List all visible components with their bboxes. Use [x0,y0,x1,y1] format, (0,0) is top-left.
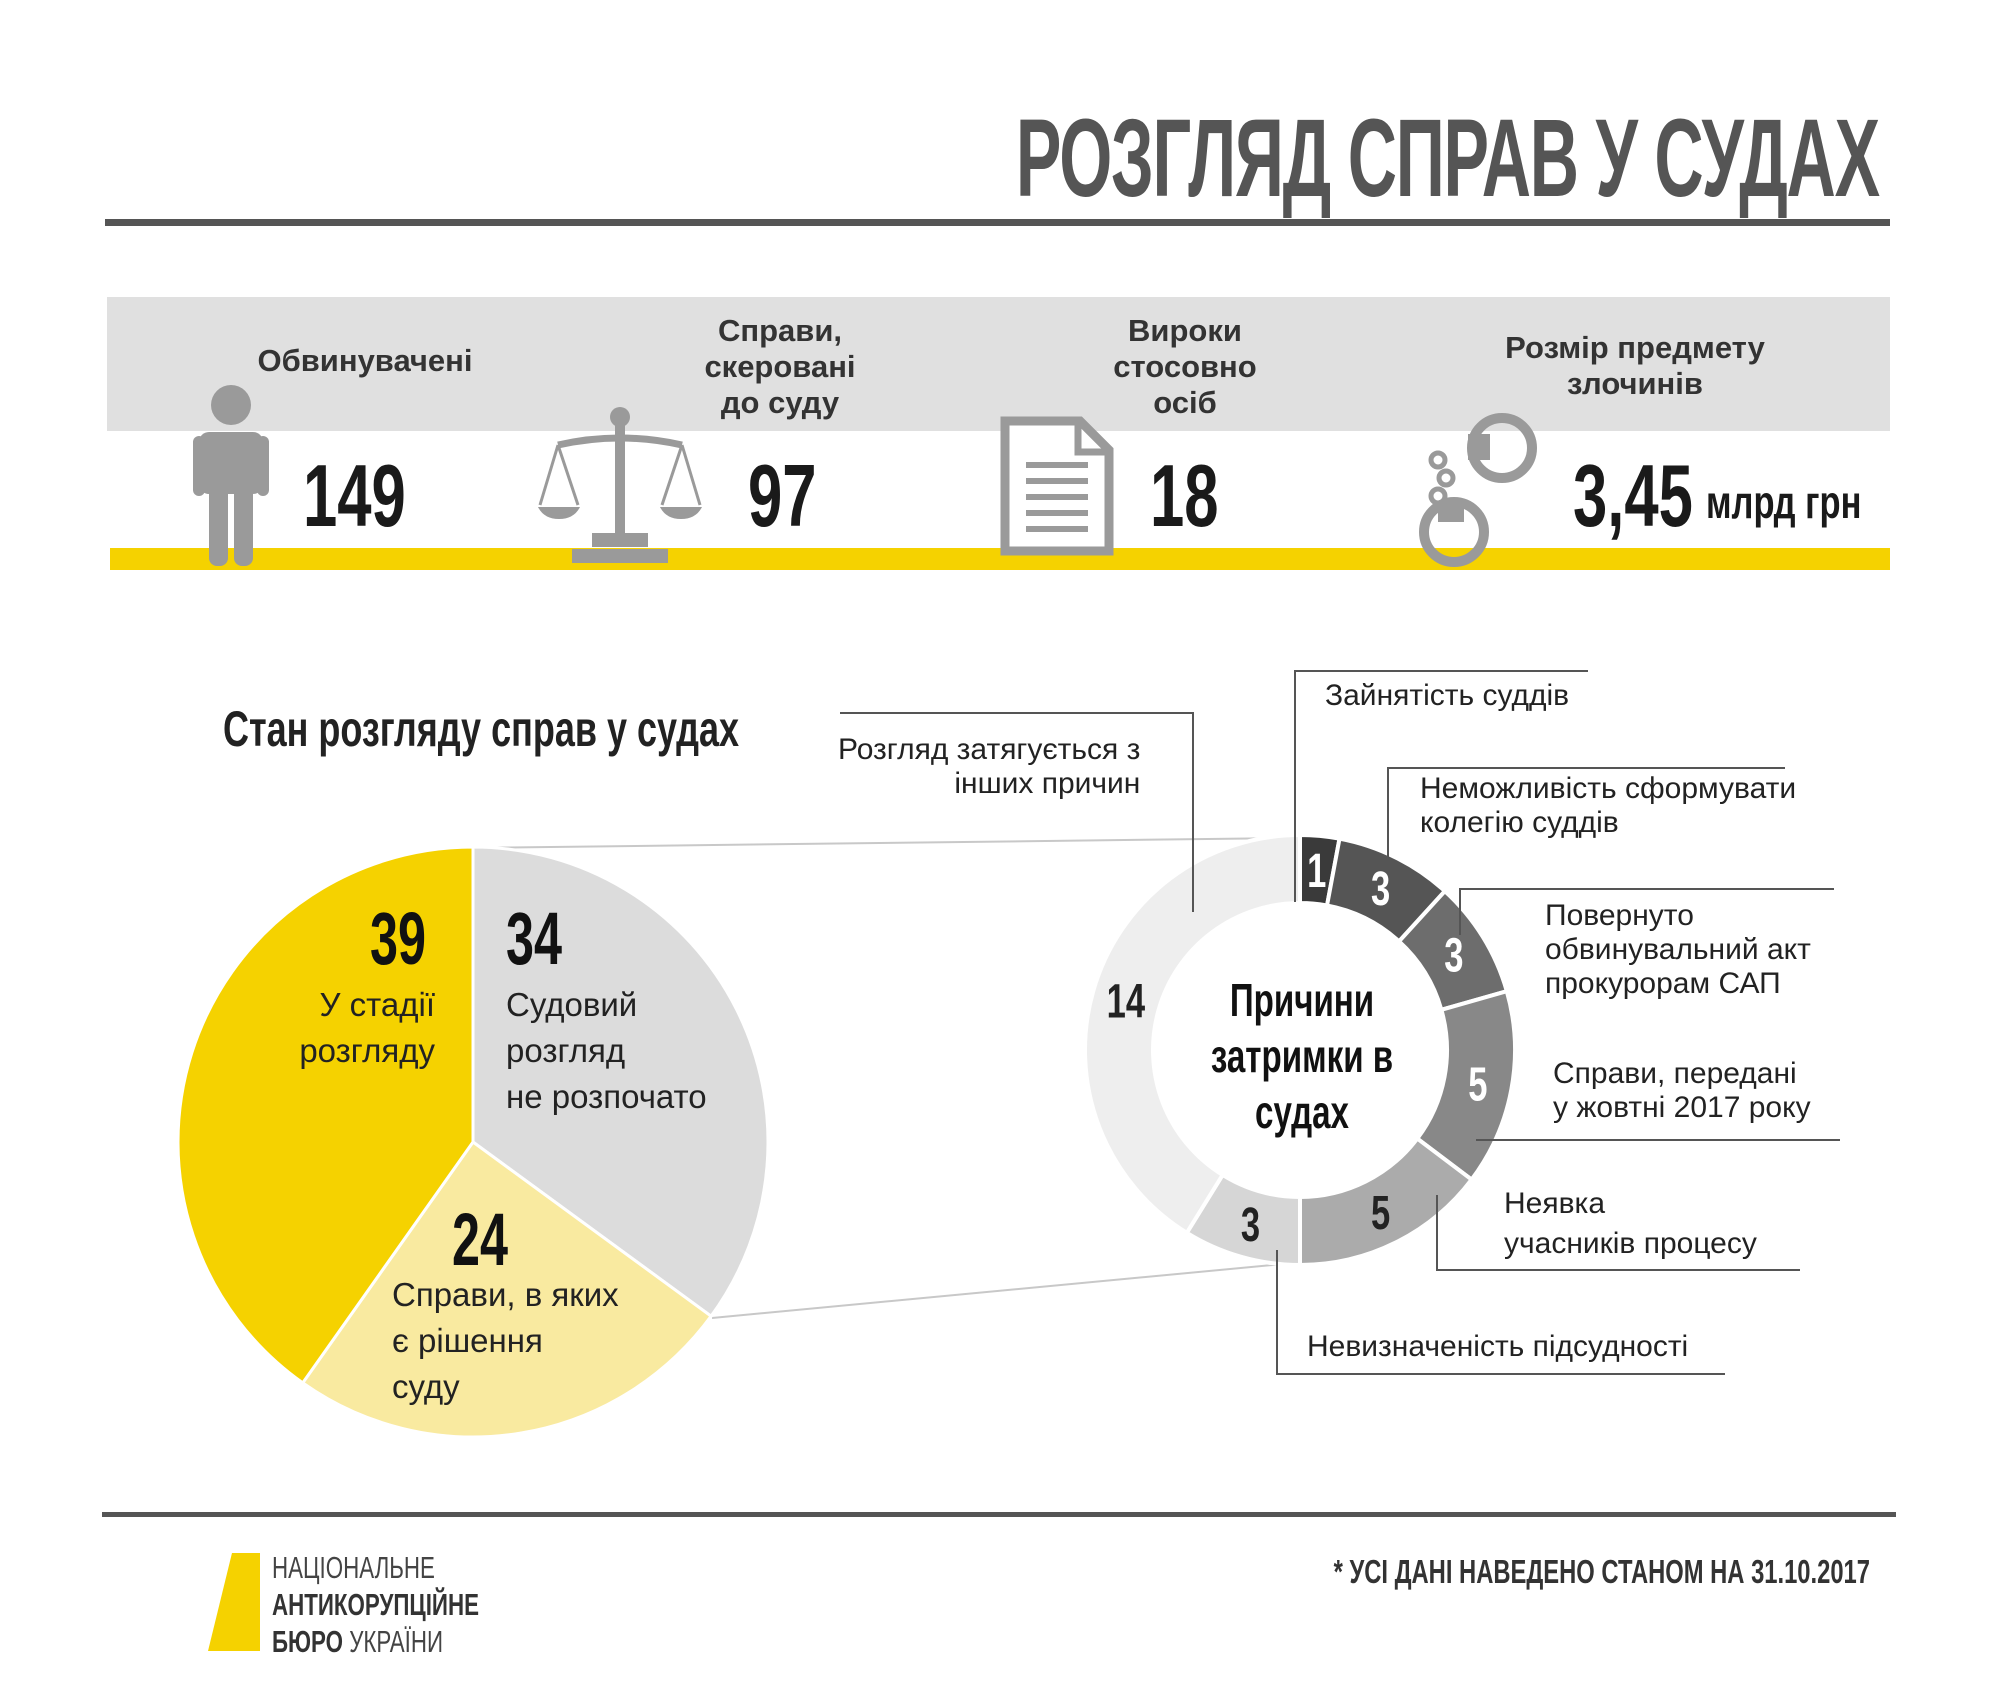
callout-no-show: Неявка учасників процесу [1504,1187,1757,1260]
connector-top [469,837,1289,849]
donut-value-6: 14 [1107,974,1146,1028]
document-icon [1000,416,1114,556]
donut-value-0: 1 [1307,843,1326,897]
scales-icon [538,407,702,563]
title-divider [105,219,1890,226]
person-icon [193,385,269,566]
stat-label-amount: Розмір предмету злочинів [1505,330,1765,401]
pie-slice-1 [471,845,770,1319]
pie-label-decided: Справи, в яких є рішення суду [392,1276,619,1405]
pie-value-decided: 24 [452,1198,508,1281]
donut-slice-6 [1082,832,1302,1236]
footer-divider [102,1512,1896,1517]
stat-label-accused: Обвинувачені [257,343,473,378]
data-date-footnote: * УСІ ДАНІ НАВЕДЕНО СТАНОМ НА 31.10.2017 [1333,1553,1870,1590]
donut-value-5: 3 [1241,1197,1260,1251]
pie-label-in-review: У стадії розгляду [299,986,435,1069]
nabu-logo-text: НАЦІОНАЛЬНЕ АНТИКОРУПЦІЙНЕ БЮРО УКРАЇНИ [272,1550,479,1659]
pie-value-in-review: 39 [370,897,426,980]
callout-transferred-oct: Справи, передані у жовтні 2017 року [1553,1057,1811,1124]
stat-unit-amount: млрд грн [1706,476,1862,528]
pie-slice-2 [300,1139,714,1439]
leader-line-5 [1276,1250,1725,1375]
callout-no-panel: Неможливість сформувати колегію суддів [1420,772,1797,839]
nabu-logo-mark [208,1553,260,1651]
donut-value-4: 5 [1371,1185,1390,1239]
callout-jurisdiction: Невизначеність підсудності [1307,1330,1689,1363]
leader-line-1 [1387,767,1785,862]
leader-line-0 [1294,670,1588,902]
handcuffs-icon [1419,413,1537,567]
donut-center-label: Причини затримки в судах [1210,974,1394,1138]
zoom-connector-lines [469,837,1289,1319]
donut-value-2: 3 [1444,928,1463,982]
callout-leader-lines [840,670,1840,1375]
donut-value-3: 5 [1468,1057,1487,1111]
leader-line-4 [1436,1195,1800,1271]
callout-judges-busy: Зайнятість суддів [1325,679,1570,712]
stat-value-verdicts: 18 [1150,446,1219,545]
stat-value-amount: 3,45 [1573,446,1693,545]
connector-bottom [711,1263,1284,1319]
pie-value-not-started: 34 [506,897,562,980]
stats-band [107,297,1890,431]
leader-line-2 [1459,888,1834,935]
callout-indictment-returned: Повернуто обвинувальний акт прокурорам САП [1545,899,1811,1000]
stat-value-accused: 149 [303,446,406,545]
page-title: РОЗГЛЯД СПРАВ У СУДАХ [1016,97,1880,220]
pie-label-not-started: Судовий розгляд не розпочато [506,986,707,1115]
stat-value-cases: 97 [748,446,817,545]
section-title: Стан розгляду справ у судах [223,701,740,757]
callout-other-reasons: Розгляд затягується з інших причин [838,733,1141,800]
leader-line-6 [840,712,1194,912]
stat-label-verdicts: Вироки стосовно осіб [1113,313,1257,420]
stat-label-cases: Справи, скеровані до суду [704,313,856,420]
pie-slice-0 [176,845,475,1385]
case-status-pie [176,845,770,1439]
donut-value-1: 3 [1371,861,1390,915]
